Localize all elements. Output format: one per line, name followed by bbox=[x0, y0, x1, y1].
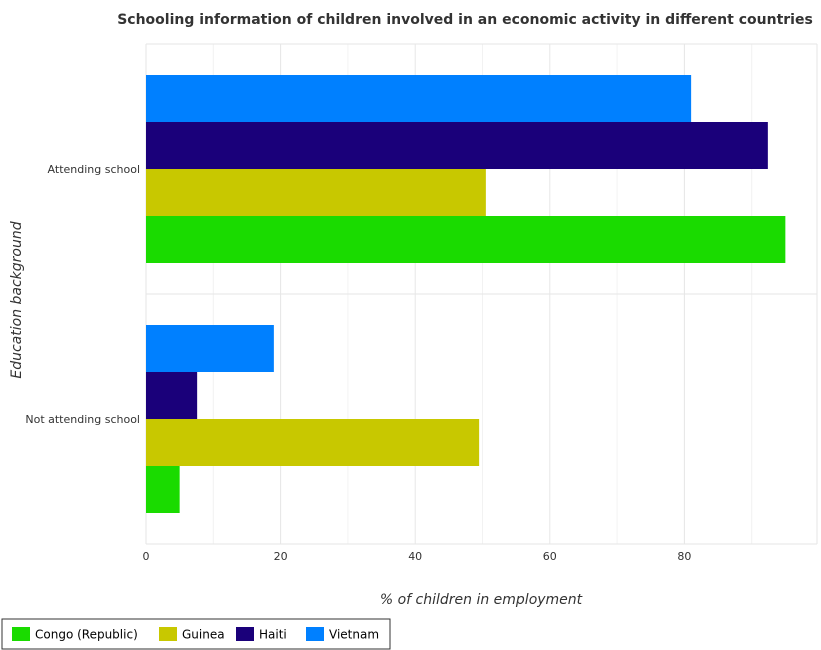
x-axis-label: % of children in employment bbox=[380, 592, 583, 608]
plot-area: 0 20 40 60 80 Not attending school Attending s… bbox=[25, 43, 818, 563]
x-tick-label: 60 bbox=[543, 550, 557, 563]
x-tick-label: 0 bbox=[143, 550, 150, 563]
legend-label: Vietnam bbox=[329, 628, 379, 642]
x-tick-label: 80 bbox=[677, 550, 691, 563]
bar bbox=[146, 419, 480, 466]
legend-label: Haiti bbox=[259, 628, 287, 642]
bar bbox=[146, 75, 692, 122]
bar bbox=[146, 122, 768, 169]
legend-label: Congo (Republic) bbox=[35, 628, 138, 642]
legend-swatch bbox=[159, 627, 177, 641]
y-tick-label: Attending school bbox=[48, 163, 140, 176]
bar bbox=[146, 372, 198, 419]
legend-label: Guinea bbox=[182, 628, 225, 642]
bar bbox=[146, 169, 486, 216]
bar bbox=[146, 466, 180, 513]
legend-swatch bbox=[12, 627, 30, 641]
legend-swatch bbox=[306, 627, 324, 641]
bar bbox=[146, 216, 786, 263]
y-axis-label: Education background bbox=[9, 221, 25, 378]
legend-swatch bbox=[236, 627, 254, 641]
legend-box bbox=[1, 618, 391, 650]
chart-title: Schooling information of children involv… bbox=[117, 12, 813, 28]
legend: Congo (Republic) Guinea Haiti Vietnam bbox=[1, 618, 391, 650]
bar bbox=[146, 325, 274, 372]
x-tick-label: 40 bbox=[408, 550, 422, 563]
x-tick-label: 20 bbox=[274, 550, 288, 563]
y-tick-label: Not attending school bbox=[25, 413, 140, 426]
